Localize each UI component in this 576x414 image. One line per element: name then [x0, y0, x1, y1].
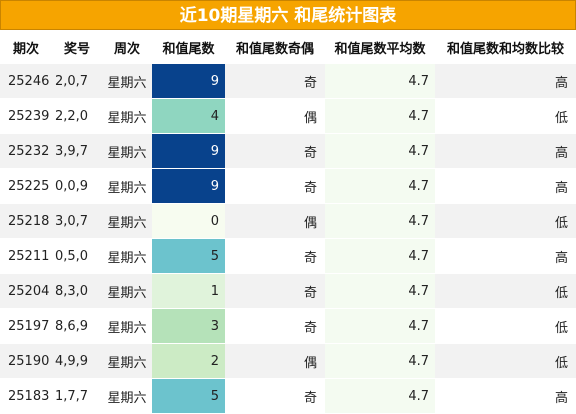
col-header-numbers: 奖号	[52, 30, 102, 64]
stats-table: 期次 奖号 周次 和值尾数 和值尾数奇偶 和值尾数平均数 和值尾数和均数比较 2…	[0, 30, 576, 414]
compare-cell: 低	[435, 308, 576, 344]
numbers-cell: 8,3,0	[52, 273, 102, 309]
parity-cell: 偶	[225, 203, 325, 239]
tail-cell: 2	[152, 343, 225, 379]
average-cell: 4.7	[325, 343, 435, 379]
parity-cell: 奇	[225, 168, 325, 204]
issue-cell: 25225	[0, 168, 52, 204]
average-cell: 4.7	[325, 133, 435, 169]
parity-cell: 奇	[225, 308, 325, 344]
average-cell: 4.7	[325, 378, 435, 414]
table-row: 25232 3,9,7 星期六 9 奇 4.7 高	[0, 133, 576, 169]
issue-cell: 25246	[0, 64, 52, 99]
weekday-cell: 星期六	[102, 133, 152, 169]
parity-cell: 奇	[225, 133, 325, 169]
table-row: 25197 8,6,9 星期六 3 奇 4.7 低	[0, 308, 576, 344]
numbers-cell: 1,7,7	[52, 378, 102, 414]
col-header-compare: 和值尾数和均数比较	[435, 30, 576, 64]
parity-cell: 奇	[225, 273, 325, 309]
col-header-average: 和值尾数平均数	[325, 30, 435, 64]
table-row: 25218 3,0,7 星期六 0 偶 4.7 低	[0, 203, 576, 239]
parity-cell: 奇	[225, 64, 325, 99]
table-row: 25183 1,7,7 星期六 5 奇 4.7 高	[0, 378, 576, 414]
tail-cell: 5	[152, 238, 225, 274]
table-row: 25225 0,0,9 星期六 9 奇 4.7 高	[0, 168, 576, 204]
tail-cell: 5	[152, 378, 225, 414]
table-row: 25204 8,3,0 星期六 1 奇 4.7 低	[0, 273, 576, 309]
compare-cell: 低	[435, 273, 576, 309]
compare-cell: 高	[435, 64, 576, 99]
compare-cell: 低	[435, 203, 576, 239]
tail-cell: 9	[152, 64, 225, 99]
table-row: 25246 2,0,7 星期六 9 奇 4.7 高	[0, 64, 576, 99]
issue-cell: 25239	[0, 98, 52, 134]
issue-cell: 25204	[0, 273, 52, 309]
header-row: 期次 奖号 周次 和值尾数 和值尾数奇偶 和值尾数平均数 和值尾数和均数比较	[0, 30, 576, 64]
numbers-cell: 0,5,0	[52, 238, 102, 274]
table-body: 25246 2,0,7 星期六 9 奇 4.7 高 25239 2,2,0 星期六 4 偶 4.7 低 25…	[0, 64, 576, 414]
weekday-cell: 星期六	[102, 308, 152, 344]
chart-title: 近10期星期六 和尾统计图表	[0, 0, 576, 30]
average-cell: 4.7	[325, 238, 435, 274]
col-header-weekday: 周次	[102, 30, 152, 64]
table-row: 25211 0,5,0 星期六 5 奇 4.7 高	[0, 238, 576, 274]
numbers-cell: 2,2,0	[52, 98, 102, 134]
weekday-cell: 星期六	[102, 378, 152, 414]
compare-cell: 低	[435, 343, 576, 379]
weekday-cell: 星期六	[102, 64, 152, 99]
issue-cell: 25211	[0, 238, 52, 274]
weekday-cell: 星期六	[102, 238, 152, 274]
numbers-cell: 3,0,7	[52, 203, 102, 239]
table-row: 25190 4,9,9 星期六 2 偶 4.7 低	[0, 343, 576, 379]
tail-cell: 3	[152, 308, 225, 344]
compare-cell: 高	[435, 168, 576, 204]
numbers-cell: 2,0,7	[52, 64, 102, 99]
parity-cell: 偶	[225, 343, 325, 379]
weekday-cell: 星期六	[102, 98, 152, 134]
weekday-cell: 星期六	[102, 343, 152, 379]
col-header-issue: 期次	[0, 30, 52, 64]
issue-cell: 25190	[0, 343, 52, 379]
issue-cell: 25232	[0, 133, 52, 169]
compare-cell: 高	[435, 378, 576, 414]
weekday-cell: 星期六	[102, 203, 152, 239]
compare-cell: 高	[435, 133, 576, 169]
table-row: 25239 2,2,0 星期六 4 偶 4.7 低	[0, 98, 576, 134]
issue-cell: 25183	[0, 378, 52, 414]
numbers-cell: 8,6,9	[52, 308, 102, 344]
average-cell: 4.7	[325, 98, 435, 134]
issue-cell: 25218	[0, 203, 52, 239]
tail-cell: 0	[152, 203, 225, 239]
average-cell: 4.7	[325, 308, 435, 344]
average-cell: 4.7	[325, 203, 435, 239]
average-cell: 4.7	[325, 64, 435, 99]
tail-cell: 1	[152, 273, 225, 309]
parity-cell: 奇	[225, 378, 325, 414]
numbers-cell: 4,9,9	[52, 343, 102, 379]
weekday-cell: 星期六	[102, 168, 152, 204]
parity-cell: 奇	[225, 238, 325, 274]
numbers-cell: 3,9,7	[52, 133, 102, 169]
tail-cell: 9	[152, 133, 225, 169]
average-cell: 4.7	[325, 168, 435, 204]
tail-cell: 9	[152, 168, 225, 204]
numbers-cell: 0,0,9	[52, 168, 102, 204]
average-cell: 4.7	[325, 273, 435, 309]
col-header-tail: 和值尾数	[152, 30, 225, 64]
parity-cell: 偶	[225, 98, 325, 134]
issue-cell: 25197	[0, 308, 52, 344]
col-header-parity: 和值尾数奇偶	[225, 30, 325, 64]
tail-cell: 4	[152, 98, 225, 134]
compare-cell: 低	[435, 98, 576, 134]
compare-cell: 高	[435, 238, 576, 274]
weekday-cell: 星期六	[102, 273, 152, 309]
